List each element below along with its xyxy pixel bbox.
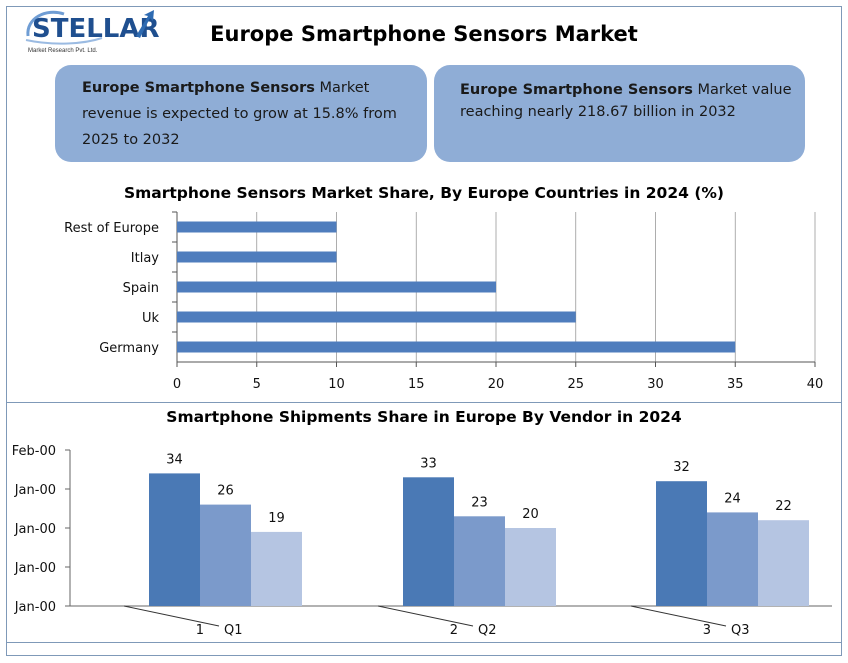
info-box-growth-text: Market revenue is expected to grow at 15…	[82, 80, 397, 148]
x-tick-label: 0	[173, 377, 181, 392]
data-label: 24	[724, 491, 741, 506]
data-label: 26	[217, 484, 234, 499]
info-box-value-text: Market value reaching nearly 218.67 bill…	[460, 82, 792, 120]
y-category-label: Uk	[142, 311, 160, 326]
bar-q2-series-1	[403, 477, 454, 606]
category-index-label: 1	[196, 623, 204, 638]
footer-divider	[6, 642, 842, 643]
category-leader-line	[377, 605, 474, 627]
data-label: 22	[775, 499, 792, 514]
bar-q2-series-2	[454, 516, 505, 606]
y-tick-label: Jan-00	[14, 483, 56, 498]
logo-subtext: Market Research Pvt. Ltd.	[28, 48, 98, 54]
data-label: 34	[166, 452, 183, 467]
y-tick-label: Jan-00	[14, 600, 56, 615]
info-box-growth: Europe Smartphone Sensors Market revenue…	[55, 65, 427, 162]
category-index-label: 3	[703, 623, 711, 638]
x-tick-label: 15	[408, 377, 425, 392]
x-tick-label: 10	[328, 377, 345, 392]
x-tick-label: 35	[727, 377, 744, 392]
chart2-title: Smartphone Shipments Share in Europe By …	[166, 408, 682, 426]
x-tick-label: 20	[488, 377, 505, 392]
y-category-label: Itlay	[131, 251, 160, 266]
y-tick-label: Feb-00	[12, 444, 56, 459]
category-index-label: 2	[450, 623, 458, 638]
x-tick-label: 40	[807, 377, 824, 392]
y-tick-label: Jan-00	[14, 522, 56, 537]
info-box-growth-bold: Europe Smartphone Sensors	[82, 80, 315, 96]
infographic-frame	[6, 6, 842, 656]
info-box-value-bold: Europe Smartphone Sensors	[460, 82, 693, 98]
y-category-label: Germany	[99, 341, 159, 356]
category-label: Q2	[478, 623, 497, 638]
country-share-chart: 0 5 10 15 20 25 30 35 40 Rest of Europe Itlay Spain…	[64, 211, 824, 392]
category-label: Q3	[731, 623, 750, 638]
y-category-label: Spain	[123, 281, 159, 296]
bar-germany	[177, 341, 736, 353]
data-label: 20	[522, 507, 539, 522]
bar-itlay	[177, 251, 337, 263]
data-label: 33	[420, 456, 437, 471]
data-label: 19	[268, 511, 285, 526]
bar-uk	[177, 311, 576, 323]
x-tick-label: 5	[253, 377, 261, 392]
y-tick-label: Jan-00	[14, 561, 56, 576]
bar-q3-series-1	[656, 481, 707, 606]
bar-q1-series-1	[149, 473, 200, 606]
y-category-label: Rest of Europe	[64, 221, 159, 236]
chart1-title: Smartphone Sensors Market Share, By Euro…	[123, 184, 725, 202]
category-leader-line	[630, 605, 727, 627]
logo-text: STELLAR	[32, 14, 160, 44]
data-label: 23	[471, 495, 488, 510]
stellar-logo: STELLAR Market Research Pvt. Ltd.	[24, 6, 164, 58]
bar-q3-series-2	[707, 512, 758, 606]
bar-q1-series-3	[251, 531, 302, 606]
bar-spain	[177, 281, 496, 293]
info-box-value: Europe Smartphone Sensors Market value r…	[434, 65, 805, 162]
page-title: Europe Smartphone Sensors Market	[210, 22, 638, 46]
bar-q1-series-2	[200, 504, 251, 606]
category-label: Q1	[224, 623, 243, 638]
data-label: 32	[673, 460, 690, 475]
section-divider	[6, 402, 842, 403]
bar-q3-series-3	[758, 520, 809, 606]
category-leader-line	[123, 605, 220, 627]
bar-rest-of-europe	[177, 221, 337, 233]
x-tick-label: 30	[647, 377, 664, 392]
bar-q2-series-3	[505, 528, 556, 606]
x-tick-label: 25	[567, 377, 584, 392]
